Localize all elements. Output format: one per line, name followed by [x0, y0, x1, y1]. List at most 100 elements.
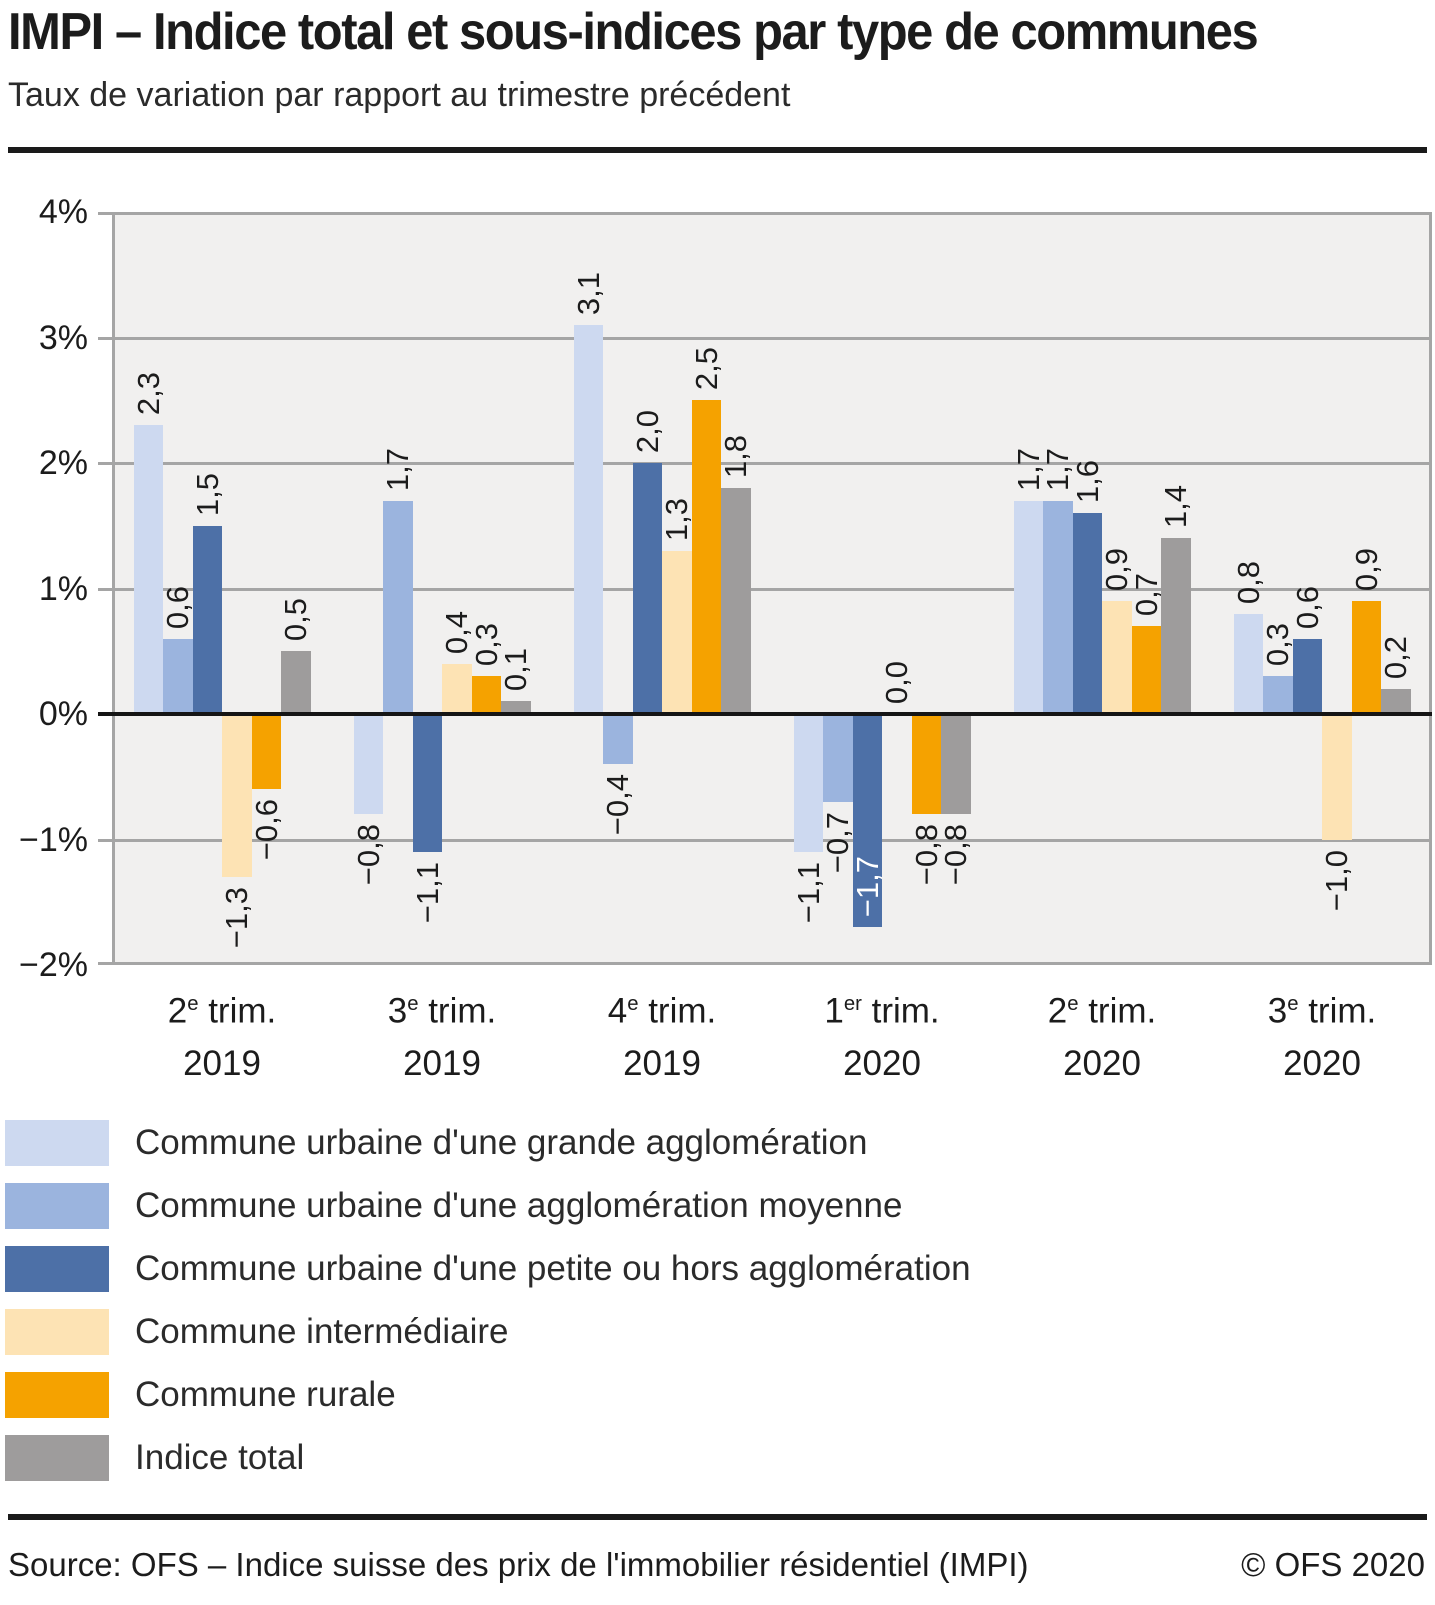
- x-axis-label-quarter: 2e trim.: [1047, 991, 1157, 1031]
- bar: [222, 714, 252, 878]
- bar: [941, 714, 971, 815]
- bar-value-label: 0,2: [1378, 635, 1414, 679]
- bar: [471, 676, 501, 714]
- bar-value-label: 1,5: [189, 472, 225, 516]
- bar-value-label: 0,3: [1260, 623, 1296, 667]
- legend-swatch: [5, 1246, 109, 1292]
- bar-value-label: 1,3: [659, 497, 695, 541]
- footer-divider: [8, 1514, 1427, 1520]
- bar: [823, 714, 853, 802]
- bar: [1131, 626, 1161, 714]
- axis-tick: [98, 962, 112, 965]
- page-subtitle: Taux de variation par rapport au trimest…: [8, 76, 791, 114]
- bar: [603, 714, 633, 765]
- gridline: [112, 462, 1432, 465]
- bar: [1102, 601, 1132, 714]
- legend-label: Commune urbaine d'une petite ou hors agg…: [135, 1249, 971, 1288]
- page-title: IMPI – Indice total et sous-indices par …: [8, 3, 1259, 61]
- header-divider: [8, 147, 1427, 153]
- bar: [163, 638, 193, 714]
- x-axis-label-year: 2019: [403, 1043, 481, 1083]
- axis-tick: [98, 212, 112, 215]
- legend-item: Commune urbaine d'une agglomération moye…: [5, 1183, 902, 1229]
- x-axis-label-quarter: 3e trim.: [387, 991, 497, 1031]
- legend-swatch: [5, 1183, 109, 1229]
- bar: [412, 714, 442, 853]
- y-axis-label: 4%: [38, 193, 88, 231]
- plot-area: 4% 3% 2% 1% 0% −1% −2% 2,3 −0,8 3,1 −1,1 1,7 0,8 0,6 1…: [19, 193, 1432, 984]
- bar-value-label: 0,1: [498, 648, 534, 692]
- gridline: [112, 212, 1432, 215]
- footer-source: Source: OFS – Indice suisse des prix de …: [8, 1546, 1029, 1583]
- bar: [1263, 676, 1293, 714]
- bar: [1381, 688, 1411, 714]
- bar-value-label: −1,7: [849, 856, 885, 918]
- bar-value-label: −0,4: [600, 774, 636, 836]
- y-axis-label: −1%: [19, 820, 88, 859]
- bar-value-label: 0,9: [1099, 547, 1135, 592]
- y-axis-label: 0%: [38, 695, 88, 733]
- x-axis-label-quarter: 2e trim.: [167, 991, 277, 1031]
- bar: [192, 525, 222, 714]
- gridline: [112, 838, 1432, 842]
- bar-value-label: −0,6: [248, 799, 284, 861]
- legend-label: Indice total: [135, 1438, 305, 1477]
- bar: [1072, 513, 1102, 714]
- bar-value-label: −1,0: [1319, 849, 1355, 911]
- bar-value-label: 2,5: [688, 347, 724, 391]
- zero-line: [98, 712, 1432, 716]
- gridline: [112, 962, 1432, 965]
- bar: [632, 463, 662, 714]
- legend-item: Commune urbaine d'une petite ou hors agg…: [5, 1246, 971, 1292]
- bar: [1013, 500, 1043, 714]
- bar-value-label: 0,8: [1230, 560, 1266, 604]
- axis-tick: [98, 838, 112, 842]
- y-axis-label: 2%: [38, 444, 88, 482]
- bar-value-label: 1,8: [718, 435, 754, 479]
- bar-value-label: −0,8: [350, 824, 386, 886]
- x-axis-label-quarter: 1er trim.: [824, 991, 940, 1031]
- footer-copyright: © OFS 2020: [1241, 1546, 1425, 1583]
- y-axis-line: [112, 212, 115, 965]
- bar-value-label: 2,0: [629, 409, 665, 453]
- x-axis-label: 1er trim. 2020: [772, 978, 992, 1090]
- x-axis-label: 3e trim. 2019: [332, 978, 552, 1090]
- legend-item: Commune intermédiaire: [5, 1309, 508, 1355]
- bar-value-label: −0,8: [938, 824, 974, 886]
- bar-value-label: 0,6: [1289, 585, 1325, 629]
- bar: [383, 500, 413, 714]
- bar: [1233, 613, 1263, 714]
- legend-swatch: [5, 1435, 109, 1481]
- bar-value-label: 0,4: [439, 610, 475, 654]
- bar-value-label: 0,7: [1128, 573, 1164, 617]
- bar-value-label: 1,7: [380, 447, 416, 491]
- y-axis-label: −2%: [19, 946, 88, 984]
- bar-value-label: 3,1: [570, 271, 606, 315]
- x-axis-label-year: 2019: [623, 1043, 701, 1083]
- bar: [1292, 638, 1322, 714]
- x-axis-label: 4e trim. 2019: [552, 978, 772, 1090]
- bar-value-label: 0,6: [160, 585, 196, 629]
- bar-value-label: 1,6: [1069, 460, 1105, 504]
- bar: [501, 701, 531, 714]
- legend-swatch: [5, 1372, 109, 1418]
- bar-value-label: 0,9: [1348, 547, 1384, 592]
- bar: [1322, 714, 1352, 840]
- x-axis-label-quarter: 4e trim.: [607, 991, 717, 1031]
- legend-item: Indice total: [5, 1435, 304, 1481]
- y-axis-label: 1%: [38, 569, 88, 608]
- legend-item: Commune rurale: [5, 1372, 396, 1418]
- bar: [662, 550, 692, 714]
- bar: [251, 714, 281, 790]
- bar: [1161, 538, 1191, 714]
- bar: [442, 663, 472, 714]
- axis-tick: [98, 587, 112, 591]
- bar: [793, 714, 823, 853]
- bar: [691, 400, 721, 714]
- gridline: [112, 587, 1432, 591]
- x-axis-label: 2e trim. 2020: [992, 978, 1212, 1090]
- bar: [1351, 601, 1381, 714]
- bar: [721, 488, 751, 714]
- bar: [852, 714, 882, 928]
